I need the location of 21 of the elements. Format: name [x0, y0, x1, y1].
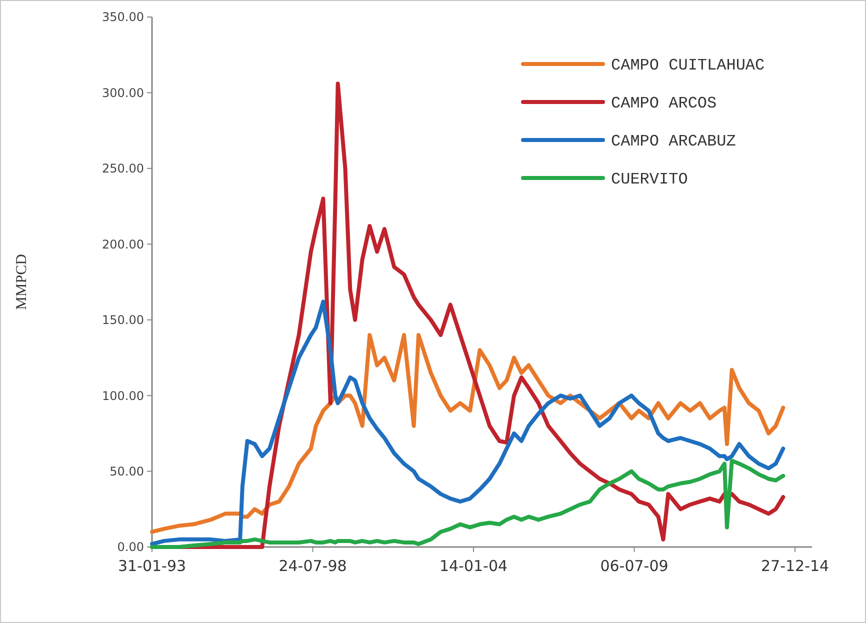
line-series: [150, 458, 786, 549]
y-axis-title: MMPCD: [14, 254, 30, 310]
x-tick-label: 24-07-98: [278, 557, 347, 575]
y-tick-label: 350.00: [102, 10, 144, 24]
x-tick-label: 06-07-09: [600, 557, 668, 575]
legend-label: CAMPO CUITLAHUAC: [611, 56, 765, 75]
legend-label: CUERVITO: [611, 170, 688, 189]
x-tick-label: 27-12-14: [760, 557, 830, 575]
legend-label: CAMPO ARCOS: [611, 94, 717, 113]
y-tick-label: 200.00: [102, 237, 144, 252]
y-tick-label: 250.00: [102, 162, 144, 176]
x-tick-label: 14-01-04: [439, 557, 508, 575]
y-tick-label: 100.00: [102, 388, 144, 403]
y-tick-label: 0.00: [117, 540, 144, 554]
x-tick-label: 31-01-93: [118, 557, 186, 575]
line-series: [150, 333, 786, 534]
legend-label: CAMPO ARCABUZ: [611, 132, 736, 151]
y-tick-label: 300.00: [102, 86, 144, 100]
y-tick-label: 50.00: [110, 464, 144, 478]
y-tick-label: 150.00: [102, 313, 144, 328]
line-series: [150, 300, 786, 546]
